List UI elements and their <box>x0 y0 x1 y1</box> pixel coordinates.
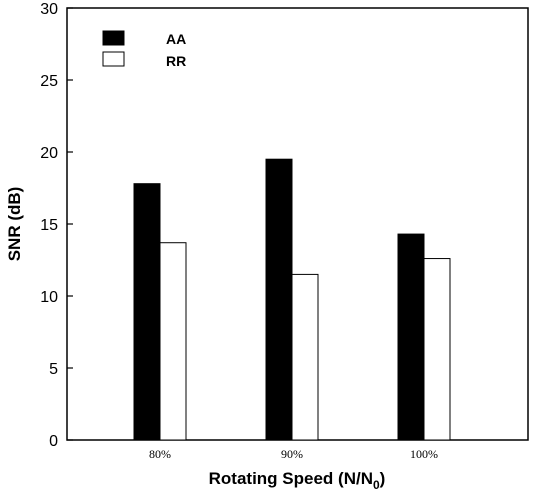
legend-label-rr: RR <box>166 53 186 69</box>
y-tick-label: 15 <box>40 217 58 234</box>
y-axis-title: SNR (dB) <box>5 187 24 262</box>
x-axis-ticks: 80% 90% 100% <box>149 447 438 461</box>
x-axis-title-close: ) <box>380 469 386 488</box>
legend-swatch-aa <box>102 30 125 46</box>
x-tick-label: 90% <box>281 447 303 461</box>
x-axis-title-main: Rotating Speed (N/N <box>209 469 373 488</box>
legend-swatch-rr <box>102 51 125 67</box>
x-axis-title: Rotating Speed (N/N0) <box>209 469 386 492</box>
bar-rr-0 <box>159 242 187 441</box>
bar-rr-2 <box>423 258 451 441</box>
y-tick-label: 20 <box>40 145 58 162</box>
y-tick-label: 5 <box>49 361 58 378</box>
x-tick-label: 80% <box>149 447 171 461</box>
bar-aa-0 <box>133 183 161 441</box>
y-tick-label: 25 <box>40 73 58 90</box>
legend-label-aa: AA <box>166 31 186 47</box>
y-axis-ticks: 0 5 10 15 20 25 30 <box>40 1 73 450</box>
bar-rr-1 <box>291 273 319 441</box>
bars-group <box>133 158 451 441</box>
y-tick-label: 0 <box>49 433 58 450</box>
bar-aa-1 <box>265 158 293 441</box>
x-tick-label: 100% <box>410 447 438 461</box>
x-axis-title-subscript: 0 <box>373 478 380 492</box>
y-tick-label: 30 <box>40 1 58 18</box>
bar-aa-2 <box>397 233 425 441</box>
legend: AA RR <box>102 30 186 69</box>
y-tick-label: 10 <box>40 289 58 306</box>
